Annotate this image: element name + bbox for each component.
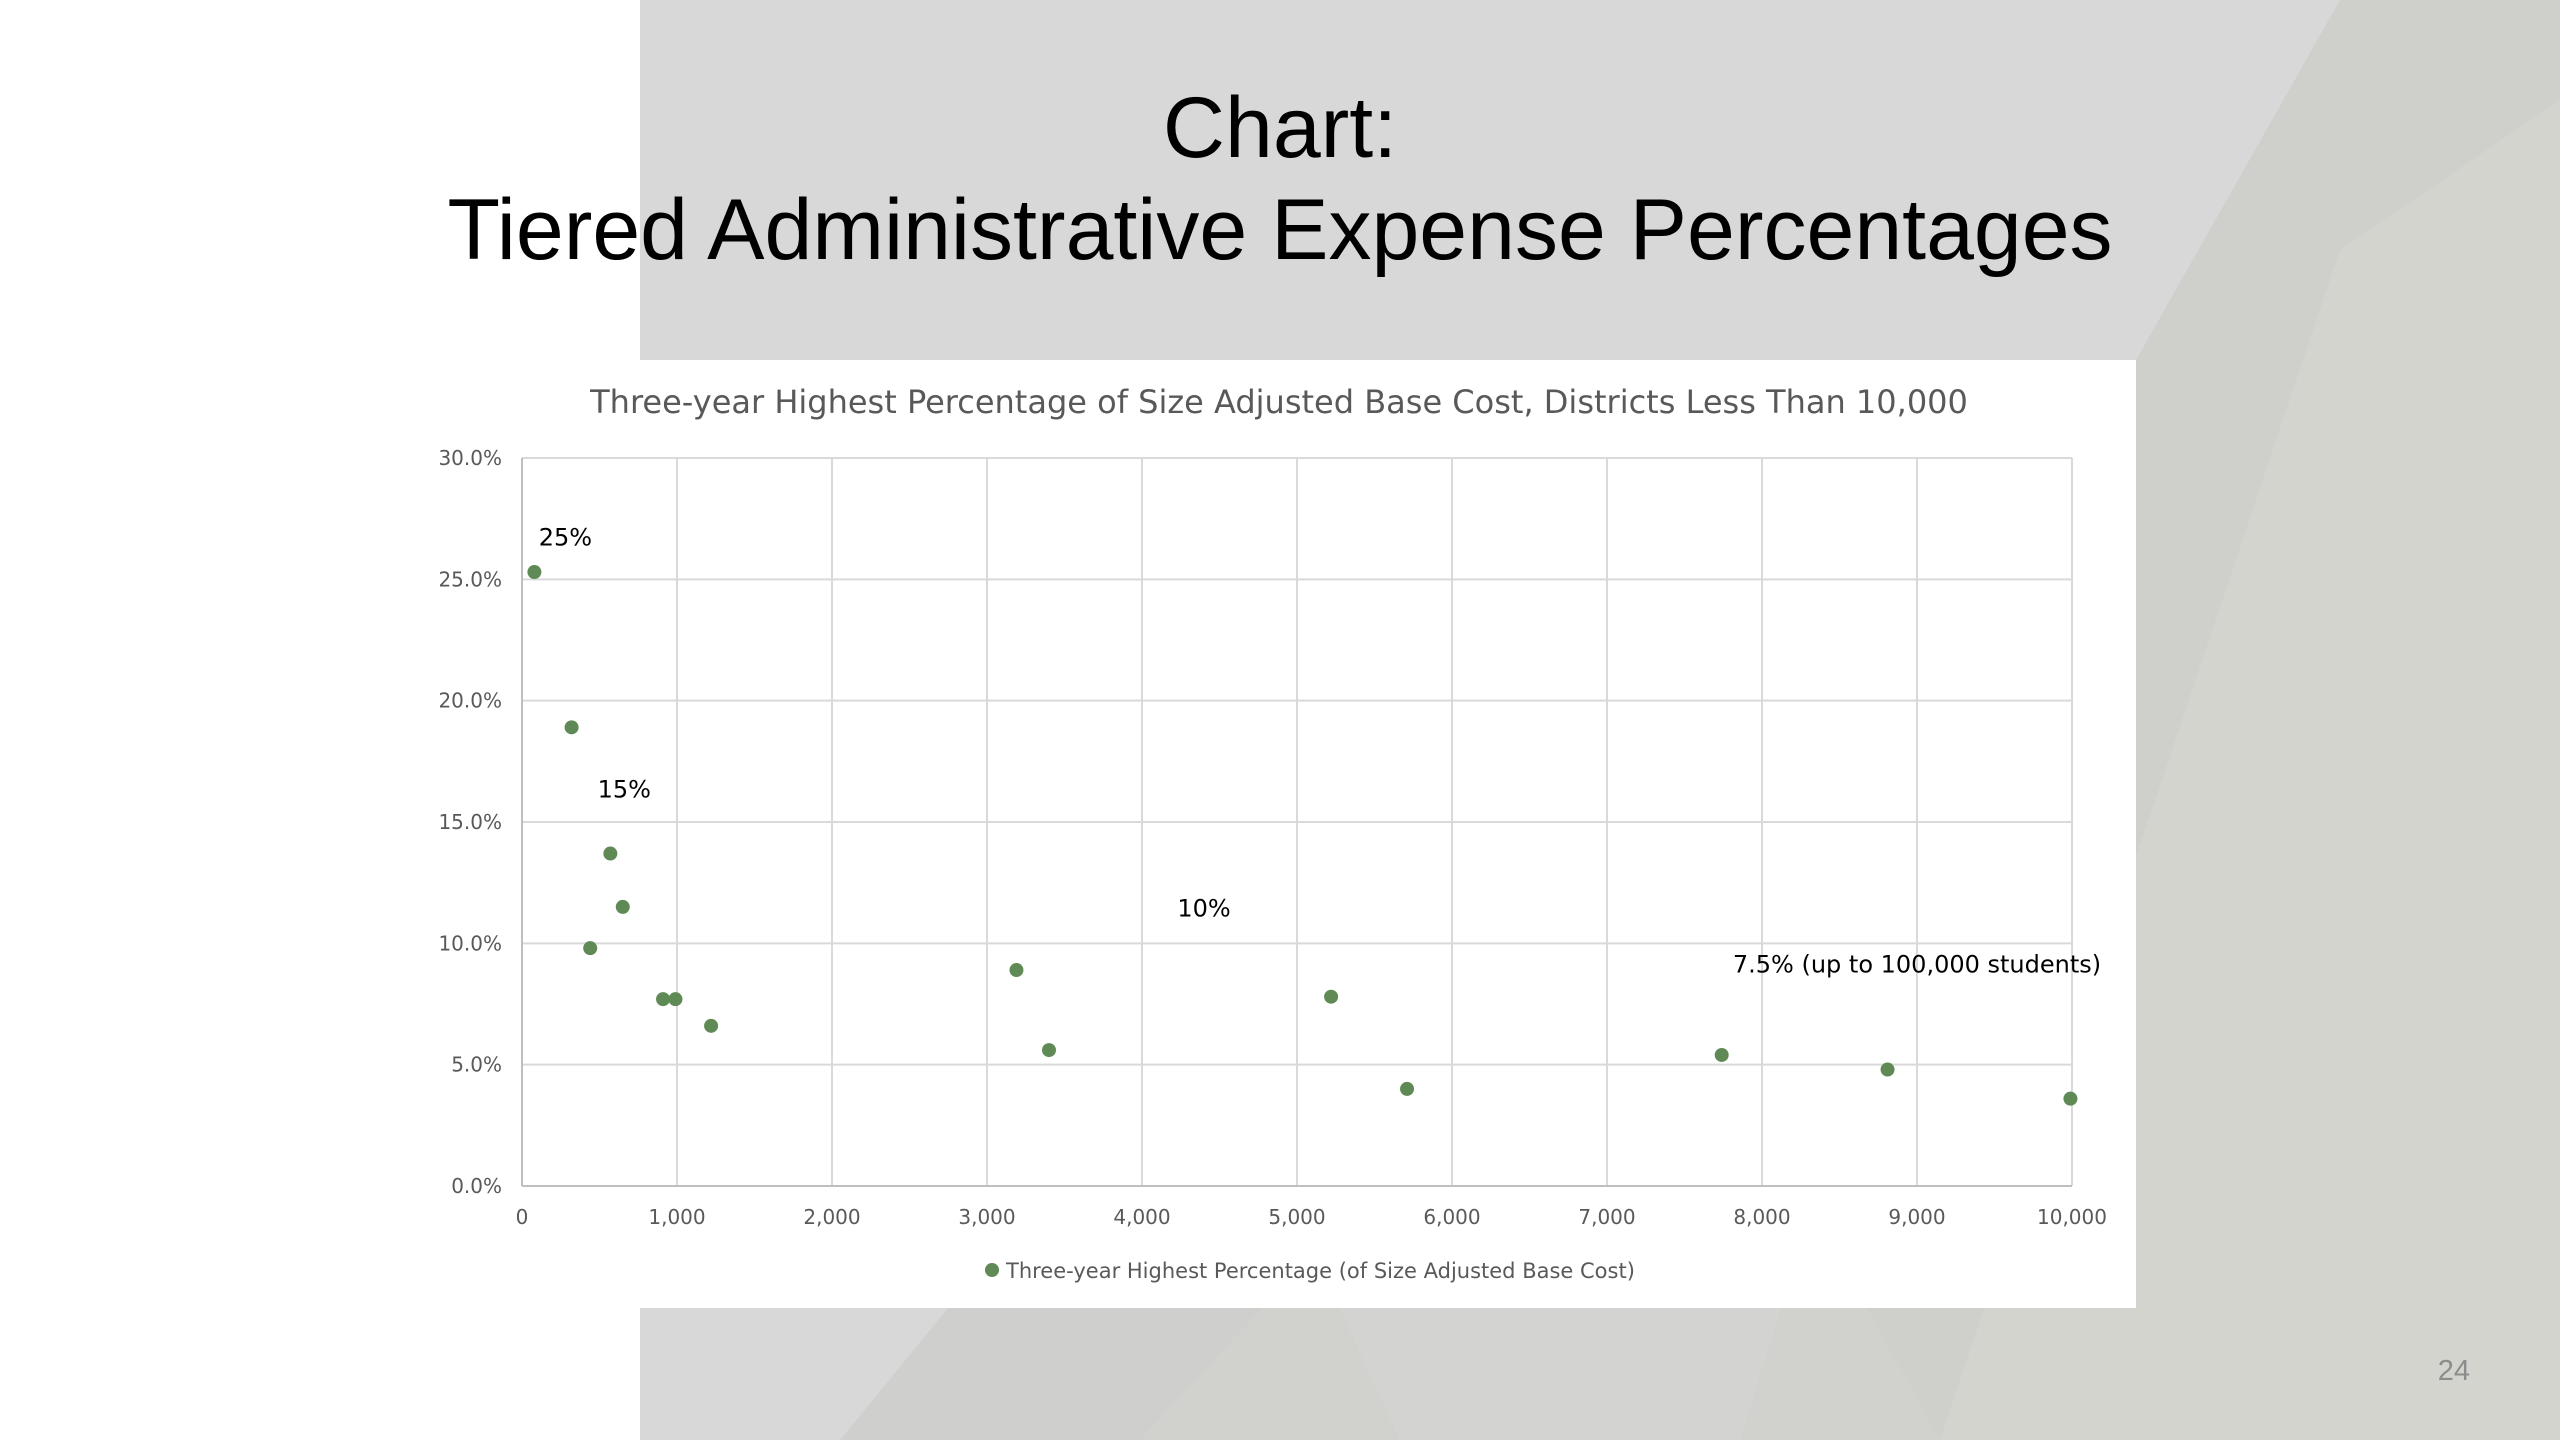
slide-title-line-2: Tiered Administrative Expense Percentage… (447, 182, 2113, 278)
annotation-label: 25% (539, 523, 592, 551)
scatter-chart: 0.0% 5.0% 10.0% 15.0% 20.0% 25.0% 30.0% 0 1,000 2… (438, 383, 2107, 1283)
axes (521, 458, 2072, 1187)
x-tick-label: 0 (516, 1205, 529, 1229)
chart-title: Three-year Highest Percentage of Size Ad… (589, 383, 1968, 421)
data-point (1714, 1047, 1729, 1062)
slide-title-line-1: Chart: (1162, 80, 1398, 176)
x-tick-label: 9,000 (1888, 1205, 1945, 1229)
data-point (2063, 1091, 2078, 1106)
x-tick-label: 5,000 (1268, 1205, 1325, 1229)
data-point (564, 720, 579, 735)
legend-marker (985, 1263, 999, 1277)
y-tick-label: 10.0% (438, 931, 502, 955)
x-tick-label: 2,000 (803, 1205, 860, 1229)
data-point (1009, 963, 1024, 978)
data-point (704, 1018, 719, 1033)
y-tick-label: 30.0% (438, 446, 502, 470)
annotation-label: 15% (598, 776, 651, 804)
data-point (1324, 989, 1339, 1004)
data-point (615, 899, 630, 914)
tick-labels: 0.0% 5.0% 10.0% 15.0% 20.0% 25.0% 30.0% 0 1,000 2… (438, 446, 2107, 1229)
data-point (527, 565, 542, 580)
y-tick-label: 20.0% (438, 689, 502, 713)
x-tick-label: 6,000 (1423, 1205, 1480, 1229)
page-number: 24 (2437, 1355, 2470, 1387)
y-tick-label: 0.0% (451, 1174, 502, 1198)
x-tick-label: 4,000 (1113, 1205, 1170, 1229)
annotation-label: 7.5% (up to 100,000 students) (1733, 950, 2101, 978)
x-tick-label: 3,000 (958, 1205, 1015, 1229)
annotations: 25% 15% 10% 7.5% (up to 100,000 students) (539, 523, 2101, 978)
data-point (583, 941, 598, 956)
data-point (1400, 1081, 1415, 1096)
x-tick-label: 8,000 (1733, 1205, 1790, 1229)
y-tick-label: 5.0% (451, 1053, 502, 1077)
legend-label: Three-year Highest Percentage (of Size A… (1005, 1259, 1635, 1283)
x-tick-label: 1,000 (648, 1205, 705, 1229)
data-point (1042, 1043, 1056, 1058)
data-point (1880, 1062, 1895, 1077)
data-points (527, 565, 2078, 1106)
annotation-label: 10% (1177, 895, 1230, 923)
data-point (668, 992, 683, 1007)
y-tick-label: 25.0% (438, 567, 502, 591)
data-point (656, 992, 671, 1007)
y-tick-label: 15.0% (438, 810, 502, 834)
grid-lines (522, 457, 2073, 1186)
x-tick-label: 10,000 (2037, 1205, 2107, 1229)
data-point (603, 846, 618, 861)
x-tick-label: 7,000 (1578, 1205, 1635, 1229)
chart-container: 0.0% 5.0% 10.0% 15.0% 20.0% 25.0% 30.0% 0 1,000 2… (412, 360, 2136, 1308)
chart-legend: Three-year Highest Percentage (of Size A… (985, 1259, 1635, 1283)
